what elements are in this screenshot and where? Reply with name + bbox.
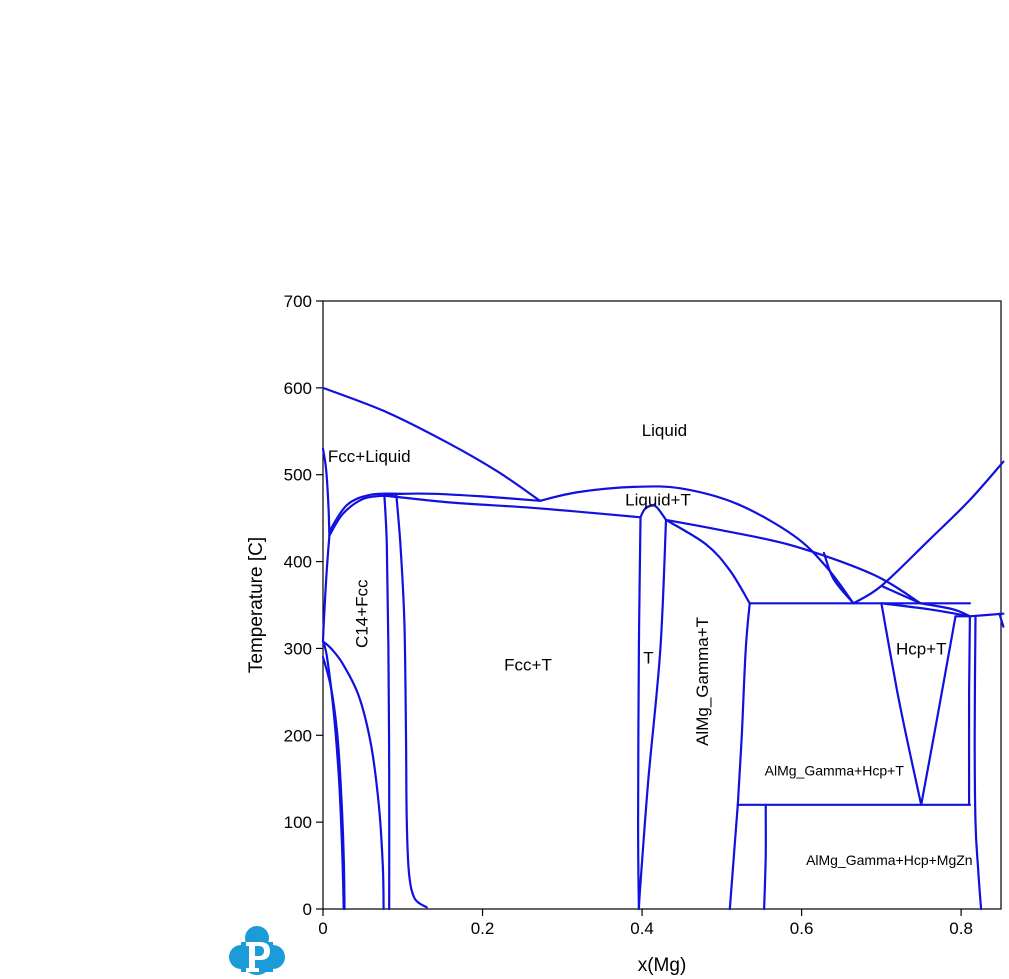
phase-boundary-line xyxy=(852,460,1005,605)
phase-boundary-line xyxy=(538,485,855,605)
y-tick-label: 200 xyxy=(284,726,312,745)
phase-boundary-line xyxy=(919,602,971,618)
phase-boundary-line xyxy=(822,551,855,605)
phase-region-label: Liquid xyxy=(642,421,687,440)
phase-region-label: Liquid+T xyxy=(625,490,691,509)
y-tick-label: 600 xyxy=(284,379,312,398)
y-axis-title: Temperature [C] xyxy=(246,537,267,673)
phase-region-label: Hcp+T xyxy=(896,640,947,659)
phase-boundary-lines xyxy=(321,386,1005,911)
phase-boundary-line xyxy=(321,640,385,911)
phase-region-label: C14+Fcc xyxy=(352,579,371,648)
phase-region-label: AlMg_Gamma+Hcp+T xyxy=(765,762,905,778)
axis-ticks: 0 0.2 0.4 0.6 0.8 0 100 200 300 400 500 600 700 xyxy=(284,292,973,938)
x-axis-title: x(Mg) xyxy=(638,955,687,976)
phase-boundary-line xyxy=(637,518,668,911)
phase-boundary-line xyxy=(973,615,983,911)
y-tick-label: 100 xyxy=(284,813,312,832)
x-tick-label: 0.4 xyxy=(630,919,654,938)
phase-boundary-line xyxy=(736,602,751,806)
phase-boundary-line xyxy=(664,518,922,605)
phase-boundary-line xyxy=(321,386,542,502)
y-tick-label: 300 xyxy=(284,639,312,658)
phase-region-label: AlMg_Gamma+Hcp+MgZn xyxy=(806,852,973,868)
phase-region-labels: Liquid Fcc+Liquid Liquid+T C14+Fcc Fcc+T T AlM… xyxy=(328,421,973,868)
phase-boundary-line xyxy=(998,612,1005,628)
phase-boundary-line xyxy=(383,494,642,519)
phase-boundary-line xyxy=(728,803,739,911)
plot-frame xyxy=(322,300,1002,910)
y-tick-label: 700 xyxy=(284,292,312,311)
phase-boundary-line xyxy=(328,494,386,537)
x-tick-label: 0.8 xyxy=(949,919,973,938)
phase-boundary-line xyxy=(321,640,345,911)
x-tick-label: 0.2 xyxy=(471,919,495,938)
y-tick-label: 400 xyxy=(284,553,312,572)
phase-boundary-line xyxy=(967,615,971,806)
phase-boundary-line xyxy=(328,492,404,533)
phase-boundary-line xyxy=(880,602,971,618)
phase-boundary-line xyxy=(637,516,642,911)
phase-boundary-line xyxy=(321,447,331,537)
phase-region-label: Fcc+Liquid xyxy=(328,447,411,466)
phase-region-label: AlMg_Gamma+T xyxy=(693,617,712,746)
phase-boundary-line xyxy=(968,612,1005,618)
phase-boundary-line xyxy=(321,656,346,911)
x-tick-label: 0.6 xyxy=(790,919,814,938)
phase-boundary-line xyxy=(639,504,668,521)
phase-boundary-line xyxy=(920,615,957,806)
phase-boundary-line xyxy=(395,494,428,909)
phase-boundary-line xyxy=(383,494,391,911)
logo-icon xyxy=(229,926,285,975)
y-tick-label: 500 xyxy=(284,466,312,485)
phase-region-label: Fcc+T xyxy=(504,655,552,674)
y-tick-label: 0 xyxy=(303,900,312,919)
x-tick-label: 0 xyxy=(318,919,327,938)
phase-boundary-line xyxy=(664,518,751,605)
phase-boundary-line xyxy=(763,803,767,911)
phase-region-label: T xyxy=(643,648,653,667)
phase-boundary-line xyxy=(880,584,922,605)
phase-boundary-line xyxy=(880,602,923,806)
phase-boundary-line xyxy=(321,534,331,643)
